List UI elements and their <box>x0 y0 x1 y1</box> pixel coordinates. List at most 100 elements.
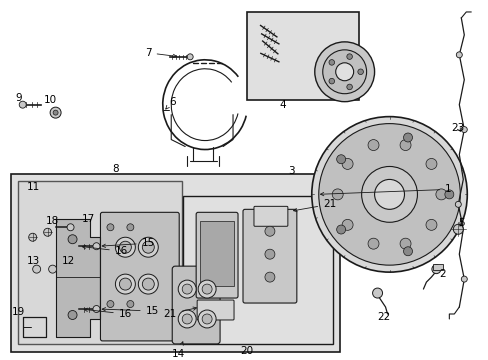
Circle shape <box>53 110 58 115</box>
FancyBboxPatch shape <box>100 212 179 341</box>
Text: 20: 20 <box>240 346 253 356</box>
Circle shape <box>48 265 57 273</box>
Circle shape <box>454 201 460 207</box>
Circle shape <box>328 60 334 65</box>
Text: 15: 15 <box>102 306 159 316</box>
Circle shape <box>367 238 378 249</box>
Circle shape <box>198 280 216 298</box>
Circle shape <box>444 190 453 199</box>
Circle shape <box>187 54 193 60</box>
Bar <box>246 12 358 100</box>
Circle shape <box>342 219 352 230</box>
Circle shape <box>460 276 467 282</box>
Text: 16: 16 <box>84 308 132 319</box>
Text: 22: 22 <box>376 312 389 322</box>
Circle shape <box>335 63 353 81</box>
Circle shape <box>93 243 100 250</box>
Circle shape <box>119 241 131 253</box>
Text: 10: 10 <box>44 95 57 105</box>
Circle shape <box>311 117 467 272</box>
Text: 19: 19 <box>12 307 25 317</box>
Circle shape <box>119 278 131 290</box>
Text: 21: 21 <box>293 199 336 212</box>
Circle shape <box>178 280 196 298</box>
Circle shape <box>361 166 417 222</box>
Circle shape <box>93 306 100 312</box>
Circle shape <box>68 311 77 319</box>
Circle shape <box>318 123 459 265</box>
Text: 11: 11 <box>27 183 40 192</box>
Circle shape <box>67 224 74 231</box>
Circle shape <box>138 237 158 257</box>
Text: 21: 21 <box>163 307 196 319</box>
Circle shape <box>336 225 345 234</box>
Bar <box>18 181 182 344</box>
Circle shape <box>367 140 378 150</box>
Circle shape <box>328 78 334 84</box>
Circle shape <box>452 224 462 234</box>
Circle shape <box>425 158 436 170</box>
Circle shape <box>264 272 274 282</box>
Text: 13: 13 <box>27 256 40 266</box>
FancyBboxPatch shape <box>172 266 220 344</box>
Circle shape <box>107 301 114 307</box>
Circle shape <box>126 301 134 307</box>
Circle shape <box>198 310 216 328</box>
Circle shape <box>435 189 446 200</box>
Text: 4: 4 <box>279 100 285 110</box>
Circle shape <box>142 278 154 290</box>
Circle shape <box>314 42 374 102</box>
Circle shape <box>33 265 41 273</box>
Circle shape <box>138 274 158 294</box>
Circle shape <box>182 284 192 294</box>
Text: 18: 18 <box>46 216 59 226</box>
Circle shape <box>342 158 352 170</box>
Circle shape <box>68 235 77 244</box>
Circle shape <box>202 284 212 294</box>
Circle shape <box>126 224 134 231</box>
Text: 2: 2 <box>438 269 445 279</box>
Text: 6: 6 <box>165 97 175 109</box>
Circle shape <box>115 237 135 257</box>
Circle shape <box>399 238 410 249</box>
Circle shape <box>346 84 352 90</box>
Circle shape <box>331 189 343 200</box>
Bar <box>432 264 443 270</box>
Circle shape <box>374 179 404 209</box>
Polygon shape <box>56 219 100 337</box>
Circle shape <box>264 249 274 259</box>
Circle shape <box>264 226 274 236</box>
Circle shape <box>336 155 345 164</box>
FancyBboxPatch shape <box>253 206 287 226</box>
Circle shape <box>403 247 412 256</box>
Circle shape <box>403 133 412 142</box>
Circle shape <box>178 310 196 328</box>
Circle shape <box>399 140 410 150</box>
Bar <box>11 175 339 352</box>
Text: 9: 9 <box>16 93 22 103</box>
Text: 7: 7 <box>145 48 176 58</box>
Circle shape <box>142 241 154 253</box>
Circle shape <box>19 101 26 108</box>
Text: 12: 12 <box>62 256 75 266</box>
Text: 17: 17 <box>81 214 95 224</box>
Bar <box>200 221 234 286</box>
Text: 8: 8 <box>112 165 119 175</box>
Text: 14: 14 <box>171 342 184 359</box>
Circle shape <box>357 69 363 75</box>
Circle shape <box>29 233 37 241</box>
Circle shape <box>431 265 440 274</box>
Text: 23: 23 <box>451 123 464 132</box>
Text: 3: 3 <box>288 166 295 176</box>
Circle shape <box>182 314 192 324</box>
Circle shape <box>43 228 52 236</box>
Circle shape <box>372 288 382 298</box>
FancyBboxPatch shape <box>196 212 238 298</box>
Circle shape <box>202 314 212 324</box>
Text: 15: 15 <box>102 238 155 248</box>
Text: 16: 16 <box>82 246 128 256</box>
Bar <box>183 196 332 344</box>
FancyBboxPatch shape <box>243 209 296 303</box>
Circle shape <box>322 50 366 94</box>
Circle shape <box>50 107 61 118</box>
